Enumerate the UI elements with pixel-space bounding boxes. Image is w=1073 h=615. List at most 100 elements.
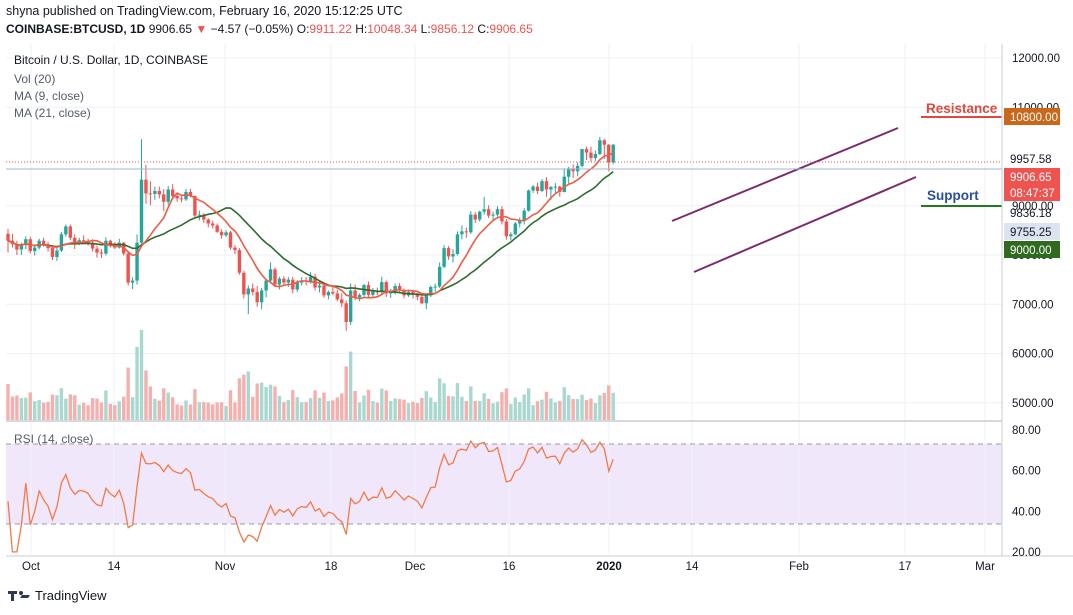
volume-bar <box>580 394 584 420</box>
candle-body <box>380 282 384 292</box>
rsi-axis: 80.00 60.00 40.00 20.00 <box>1012 425 1041 559</box>
volume-bar <box>535 401 540 420</box>
candle-body <box>268 269 273 281</box>
candle-body <box>322 285 326 296</box>
volume-bar <box>393 398 397 420</box>
volume-bar <box>598 395 602 420</box>
rsi-tick-label: 60.00 <box>1012 466 1041 478</box>
candle-body <box>197 214 202 216</box>
volume-bar <box>135 346 139 420</box>
volume-bar <box>380 388 384 420</box>
last-price: 9906.65 <box>148 22 193 36</box>
time-tick-label: 14 <box>686 561 699 573</box>
resistance-label: Resistance <box>926 101 998 116</box>
time-tick-label: 14 <box>108 561 121 573</box>
candle-body <box>607 144 611 163</box>
volume-bar <box>509 404 513 420</box>
volume-bar <box>19 398 24 420</box>
volume-bar <box>348 351 353 420</box>
price-tags: 10800.00 9957.58 9906.65 08:47:37 9836.1… <box>1004 108 1060 258</box>
support-tag <box>1004 241 1060 258</box>
candle-body <box>193 195 197 216</box>
volume-bar <box>273 386 277 420</box>
volume-bar <box>259 382 264 420</box>
volume-bar <box>233 402 237 420</box>
volume-bar <box>371 401 375 420</box>
candle-body <box>246 288 250 295</box>
candles <box>6 136 615 331</box>
rsi-tick-label: 20.00 <box>1012 547 1041 559</box>
volume-bar <box>228 390 233 420</box>
candle-body <box>73 237 77 244</box>
candle-body <box>531 186 535 191</box>
candle-body <box>424 295 428 304</box>
volume-bar <box>68 394 72 420</box>
volume-bar <box>357 402 362 420</box>
candle-body <box>19 245 24 250</box>
candle-body <box>202 214 206 220</box>
candle-body <box>464 231 469 233</box>
volume-bar <box>59 388 64 420</box>
volume-bar <box>184 400 188 420</box>
volume-bar <box>162 388 166 420</box>
candle-body <box>397 286 402 291</box>
ma9-line <box>7 151 614 300</box>
volume-bar <box>549 398 553 420</box>
countdown-tag-text: 08:47:37 <box>1010 188 1055 200</box>
volume-bar <box>473 400 477 420</box>
candle-body <box>460 231 464 235</box>
candle-body <box>317 285 322 288</box>
volume-bar <box>486 398 491 420</box>
volume-bar <box>286 400 291 420</box>
time-axis[interactable]: Oct 14 Nov 18 Dec 16 2020 14 Feb 17 Mar <box>22 561 995 573</box>
volume-bar <box>295 397 299 420</box>
volume-bar <box>202 402 206 420</box>
candle-body <box>170 189 175 196</box>
candle-body <box>442 248 446 267</box>
rsi-line <box>7 438 614 553</box>
candle-body <box>24 239 28 246</box>
volume-bar <box>584 400 589 420</box>
candle-body <box>242 272 246 295</box>
candle-body <box>535 186 540 191</box>
vol-tag <box>1004 223 1060 240</box>
volume-bar <box>513 397 517 420</box>
volume-bar <box>411 401 415 420</box>
candle-body <box>251 288 255 292</box>
volume-bar <box>157 400 161 420</box>
volume-bar <box>282 402 286 420</box>
volume-bar <box>504 388 509 420</box>
candle-body <box>162 194 166 202</box>
volume-bar <box>108 403 113 420</box>
candle-body <box>420 296 424 304</box>
high-value: 10048.34 <box>367 22 418 36</box>
candle-body <box>135 242 139 281</box>
candle-body <box>526 190 531 211</box>
candle-body <box>415 294 420 297</box>
volume-bar <box>433 401 437 420</box>
candle-body <box>157 190 161 195</box>
volume-bar <box>193 389 197 420</box>
candle-body <box>491 214 495 216</box>
volume-bar <box>15 395 19 420</box>
volume-bar <box>64 398 68 420</box>
candle-body <box>277 278 282 285</box>
time-tick-label: 2020 <box>596 561 622 573</box>
volume-bar <box>384 390 388 420</box>
volume-bar <box>366 389 371 420</box>
volume-bar <box>335 397 339 420</box>
candle-body <box>41 240 46 245</box>
volume-bar <box>130 397 135 420</box>
volume-bar <box>113 405 117 420</box>
volume-bar <box>313 390 317 420</box>
volume-bar <box>215 402 219 420</box>
close-tag-text: 9906.65 <box>1010 172 1052 184</box>
support-label: Support <box>927 188 979 203</box>
publish-info: shyna published on TradingView.com, Febr… <box>6 4 403 18</box>
candle-body <box>429 287 433 296</box>
candle-body <box>344 303 348 322</box>
candle-body <box>15 244 19 250</box>
volume-bar <box>389 401 393 420</box>
candle-body <box>353 290 357 298</box>
